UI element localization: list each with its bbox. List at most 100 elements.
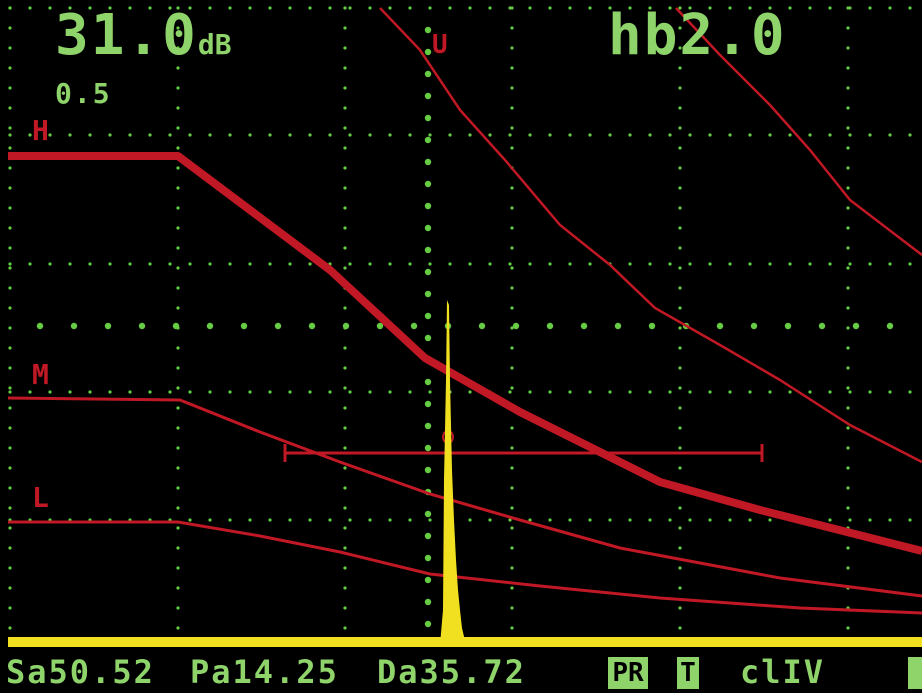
grid-dot [176,586,180,590]
grid-dot [468,262,472,266]
grid-dot [328,6,332,10]
grid-dot [8,186,12,190]
sa-readout: Sa50.52 [6,653,155,691]
grid-dot [228,6,232,10]
center-axis-dot [580,322,588,330]
center-axis-dot [36,322,44,330]
grid-dot [678,506,682,510]
grid-dot [868,262,872,266]
grid-dot [8,6,12,10]
grid-dot [678,166,682,170]
grid-dot [510,326,514,330]
grid-dot [510,526,514,530]
center-axis-dot [424,136,432,144]
grid-dot [176,626,180,630]
grid-dot [176,366,180,370]
grid-dot [588,518,592,522]
grid-dot [176,106,180,110]
grid-dot [668,6,672,10]
grid-dot [8,86,12,90]
center-axis-dot [750,322,758,330]
gain-value: 31.0 [55,3,198,68]
center-axis-dot [648,322,656,330]
grid-dot [888,390,892,394]
grid-dot [608,390,612,394]
grid-dot [428,133,432,137]
center-axis-dot [424,70,432,78]
grid-dot [88,133,92,137]
grid-dot [343,186,347,190]
grid-dot [848,390,852,394]
center-axis-dot [614,322,622,330]
grid-dot [768,262,772,266]
grid-dot [828,390,832,394]
grid-dot [828,262,832,266]
grid-dot [208,262,212,266]
grid-dot [846,426,850,430]
grid-dot [148,262,152,266]
grid-dot [343,26,347,30]
grid-dot [568,518,572,522]
center-axis-dot [818,322,826,330]
grid-dot [428,390,432,394]
center-axis-dot [784,322,792,330]
grid-dot [846,166,850,170]
grid-dot [268,518,272,522]
grid-dot [108,262,112,266]
center-axis-dot [546,322,554,330]
grid-dot [408,518,412,522]
grid-dot [528,6,532,10]
grid-dot [68,6,72,10]
grid-dot [678,246,682,250]
grid-dot [768,133,772,137]
grid-dot [343,306,347,310]
grid-dot [678,466,682,470]
grid-dot [343,486,347,490]
grid-dot [48,390,52,394]
grid-dot [8,286,12,290]
grid-dot [248,133,252,137]
center-axis-dot [424,334,432,342]
grid-dot [668,390,672,394]
pr-badge: PR [608,657,648,689]
grid-dot [678,66,682,70]
grid-dot [510,506,514,510]
dac-curve-h [8,152,922,555]
grid-dot [343,466,347,470]
grid-dot [888,262,892,266]
grid-dot [748,518,752,522]
grid-dot [846,206,850,210]
grid-dot [343,586,347,590]
grid-dot [678,226,682,230]
grid-dot [228,262,232,266]
grid-dot [708,518,712,522]
grid-dot [28,262,32,266]
grid-dot [908,390,912,394]
grid-dot [348,6,352,10]
grid-dot [846,566,850,570]
grid-dot [808,6,812,10]
grid-dot [8,386,12,390]
grid-dot [510,546,514,550]
center-axis-dot [410,322,418,330]
center-axis-dot [886,322,894,330]
center-axis-dot [424,466,432,474]
grid-dot [408,6,412,10]
grid-dot [846,406,850,410]
grid-dot [548,133,552,137]
grid-dot [388,390,392,394]
grid-dot [510,586,514,590]
grid-dot [68,262,72,266]
grid-dot [868,6,872,10]
grid-dot [846,86,850,90]
grid-dot [8,306,12,310]
grid-dot [888,133,892,137]
grid-dot [888,6,892,10]
grid-dot [678,426,682,430]
grid-dot [108,133,112,137]
grid-dot [510,446,514,450]
grid-dot [188,518,192,522]
class-readout: clIV [740,653,826,691]
grid-dot [8,26,12,30]
grid-dot [788,390,792,394]
